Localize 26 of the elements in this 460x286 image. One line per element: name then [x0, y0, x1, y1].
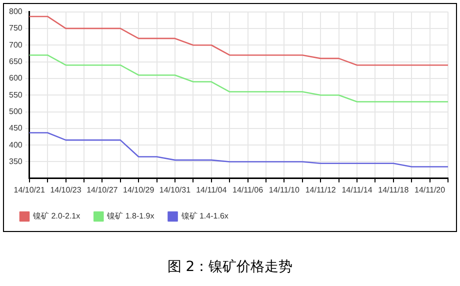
y-tick-label: 650 [8, 56, 23, 66]
x-tick-label: 14/11/18 [378, 185, 410, 194]
legend-label: 镍矿 2.0-2.1x [32, 212, 80, 221]
x-tick-label: 14/11/14 [342, 185, 373, 194]
x-tick-label: 14/11/04 [196, 185, 228, 194]
x-tick-label: 14/11/06 [232, 185, 264, 194]
y-tick-label: 450 [8, 124, 23, 133]
y-tick-label: 550 [8, 90, 23, 100]
x-tick-label: 14/10/29 [122, 185, 155, 194]
x-tick-label: 14/11/10 [268, 185, 300, 194]
y-tick-label: 500 [8, 106, 23, 116]
y-tick-label: 600 [8, 74, 23, 83]
x-tick-label: 14/10/21 [14, 185, 46, 194]
x-tick-label: 14/11/20 [414, 185, 446, 194]
x-tick-label: 14/11/12 [305, 185, 336, 194]
y-tick-label: 400 [8, 140, 23, 150]
text: 图 2：镍矿价格走势 [166, 258, 294, 276]
legend-label: 镍矿 1.4-1.6x [180, 212, 228, 221]
y-tick-label: 800 [8, 7, 23, 16]
legend-label: 镍矿 1.8-1.9x [106, 212, 154, 221]
x-tick-label: 14/10/27 [86, 185, 118, 194]
y-tick-label: 750 [8, 24, 23, 33]
y-tick-label: 700 [8, 40, 23, 50]
x-tick-label: 14/10/23 [50, 185, 82, 194]
y-tick-label: 350 [8, 156, 23, 166]
x-tick-label: 14/10/31 [159, 185, 192, 194]
